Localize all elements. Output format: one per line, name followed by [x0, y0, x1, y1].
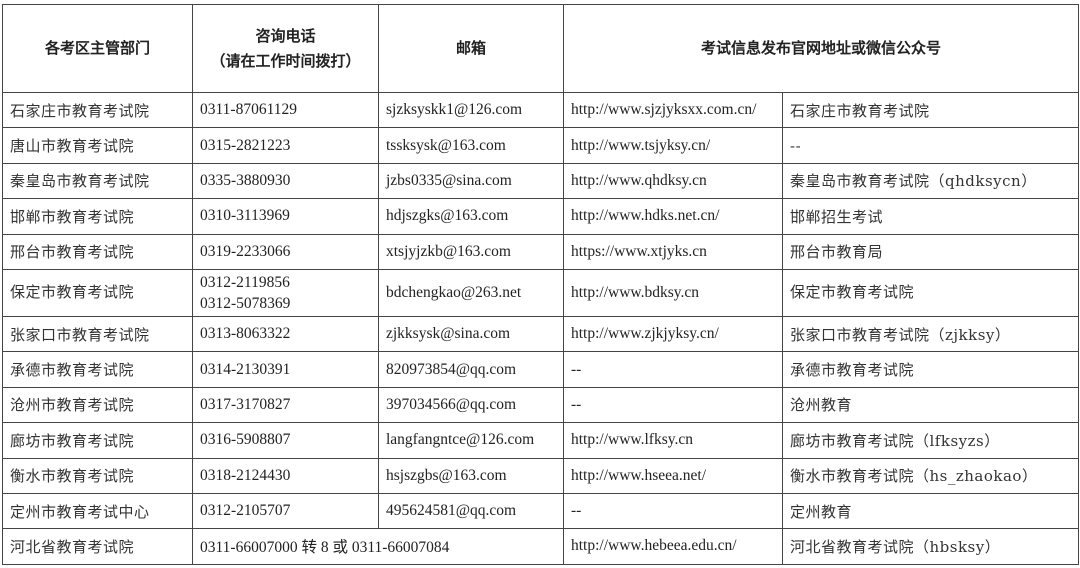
website-cell: http://www.bdksy.cn [563, 268, 783, 317]
phone-cell: 0311-87061129 [192, 91, 379, 129]
header-row: 各考区主管部门 咨询电话 （请在工作时间拨打） 邮箱 考试信息发布官网地址或微信公… [2, 4, 1080, 93]
table-row: 石家庄市教育考试院 0311-87061129 sjzksyskk1@126.com… [2, 91, 1080, 129]
email-cell: langfangntce@126.com [378, 422, 564, 459]
header-phone: 咨询电话 （请在工作时间拨打） [192, 4, 379, 93]
table-row: 定州市教育考试中心 0312-2105707 495624581@qq.com -- 定… [2, 492, 1080, 530]
table-row: 张家口市教育考试院 0313-8063322 zjkksysk@sina.com ht… [2, 315, 1080, 353]
website-cell: http://www.sjzjyksxx.com.cn/ [563, 91, 783, 129]
email-cell: hdjszgks@163.com [378, 198, 564, 235]
wechat-cell: 秦皇岛市教育考试院（qhdksycn） [781, 162, 1080, 200]
dept-cell: 邯郸市教育考试院 [2, 198, 193, 235]
website-cell: http://www.tsjyksy.cn/ [563, 127, 783, 164]
table-row: 秦皇岛市教育考试院 0335-3880930 jzbs0335@sina.com ht… [2, 162, 1080, 200]
phone-cell: 0317-3170827 [192, 386, 379, 424]
website-cell: -- [563, 386, 783, 424]
dept-cell: 邢台市教育考试院 [2, 233, 193, 270]
header-info: 考试信息发布官网地址或微信公众号 [562, 4, 1080, 93]
wechat-cell: 衡水市教育考试院（hs_zhaokao） [781, 457, 1080, 494]
wechat-cell: 定州教育 [781, 492, 1080, 530]
phone-number: 0312-2119856 [200, 273, 290, 291]
header-email: 邮箱 [378, 4, 564, 93]
wechat-cell: 承德市教育考试院 [781, 351, 1080, 388]
dept-cell: 秦皇岛市教育考试院 [2, 162, 193, 200]
phone-cell: 0315-2821223 [192, 127, 379, 164]
phone-cell: 0319-2233066 [192, 233, 379, 270]
phone-cell: 0313-8063322 [192, 315, 379, 353]
table-row-province: 河北省教育考试院 0311-66007000 转 8 或 0311-6600708… [2, 528, 1080, 565]
website-cell: http://www.qhdksy.cn [563, 162, 783, 200]
wechat-cell: 沧州教育 [781, 386, 1080, 424]
wechat-cell: 石家庄市教育考试院 [781, 91, 1080, 129]
website-cell: http://www.zjkjyksy.cn/ [563, 315, 783, 353]
website-cell: -- [563, 492, 783, 530]
table-row: 邯郸市教育考试院 0310-3113969 hdjszgks@163.com http… [2, 198, 1080, 235]
phone-cell: 0312-2119856 0312-5078369 [192, 268, 379, 317]
website-cell: https://www.xtjyks.cn [563, 233, 783, 270]
website-cell: -- [563, 351, 783, 388]
email-cell: bdchengkao@263.net [378, 268, 564, 317]
phone-number: 0312-5078369 [200, 294, 291, 312]
email-cell: tssksysk@163.com [378, 127, 564, 164]
table-row: 邢台市教育考试院 0319-2233066 xtsjyjzkb@163.com htt… [2, 233, 1080, 270]
wechat-cell: -- [781, 127, 1080, 164]
phone-cell: 0310-3113969 [192, 198, 379, 235]
dept-cell: 定州市教育考试中心 [2, 492, 193, 530]
wechat-cell: 邯郸招生考试 [781, 198, 1080, 235]
phone-cell: 0316-5908807 [192, 422, 379, 459]
dept-cell: 廊坊市教育考试院 [2, 422, 193, 459]
dept-cell: 石家庄市教育考试院 [2, 91, 193, 129]
website-cell: http://www.lfksy.cn [563, 422, 783, 459]
wechat-cell: 廊坊市教育考试院（lfksyzs） [781, 422, 1080, 459]
dept-cell: 河北省教育考试院 [2, 528, 193, 565]
phone-cell: 0311-66007000 转 8 或 0311-66007084 [192, 528, 564, 565]
header-phone-line1: 咨询电话 [255, 26, 316, 45]
phone-cell: 0314-2130391 [192, 351, 379, 388]
table-row: 保定市教育考试院 0312-2119856 0312-5078369 bdchengk… [2, 268, 1080, 317]
table-row: 衡水市教育考试院 0318-2124430 hsjszgbs@163.com http… [2, 457, 1080, 494]
dept-cell: 承德市教育考试院 [2, 351, 193, 388]
dept-cell: 保定市教育考试院 [2, 268, 193, 317]
dept-cell: 沧州市教育考试院 [2, 386, 193, 424]
email-cell: 495624581@qq.com [378, 492, 564, 530]
dept-cell: 张家口市教育考试院 [2, 315, 193, 353]
phone-cell: 0312-2105707 [192, 492, 379, 530]
email-cell: hsjszgbs@163.com [378, 457, 564, 494]
phone-cell: 0335-3880930 [192, 162, 379, 200]
website-cell: http://www.hdks.net.cn/ [563, 198, 783, 235]
table-row: 廊坊市教育考试院 0316-5908807 langfangntce@126.com… [2, 422, 1080, 459]
website-cell: http://www.hebeea.edu.cn/ [563, 528, 783, 565]
wechat-cell: 邢台市教育局 [781, 233, 1080, 270]
wechat-cell: 张家口市教育考试院（zjkksy） [781, 315, 1080, 353]
table-row: 承德市教育考试院 0314-2130391 820973854@qq.com -- 承德… [2, 351, 1080, 388]
email-cell: sjzksyskk1@126.com [378, 91, 564, 129]
wechat-cell: 河北省教育考试院（hbsksy） [781, 528, 1080, 565]
dept-cell: 唐山市教育考试院 [2, 127, 193, 164]
table-row: 沧州市教育考试院 0317-3170827 397034566@qq.com -- 沧州… [2, 386, 1080, 424]
table-row: 唐山市教育考试院 0315-2821223 tssksysk@163.com http… [2, 127, 1080, 164]
header-dept: 各考区主管部门 [2, 4, 193, 93]
phone-cell: 0318-2124430 [192, 457, 379, 494]
email-cell: jzbs0335@sina.com [378, 162, 564, 200]
email-cell: xtsjyjzkb@163.com [378, 233, 564, 270]
email-cell: 397034566@qq.com [378, 386, 564, 424]
dept-cell: 衡水市教育考试院 [2, 457, 193, 494]
email-cell: 820973854@qq.com [378, 351, 564, 388]
website-cell: http://www.hseea.net/ [563, 457, 783, 494]
header-phone-line2: （请在工作时间拨打） [210, 51, 361, 70]
email-cell: zjkksysk@sina.com [378, 315, 564, 353]
wechat-cell: 保定市教育考试院 [781, 268, 1080, 317]
contact-table: 各考区主管部门 咨询电话 （请在工作时间拨打） 邮箱 考试信息发布官网地址或微信公… [2, 4, 1080, 565]
